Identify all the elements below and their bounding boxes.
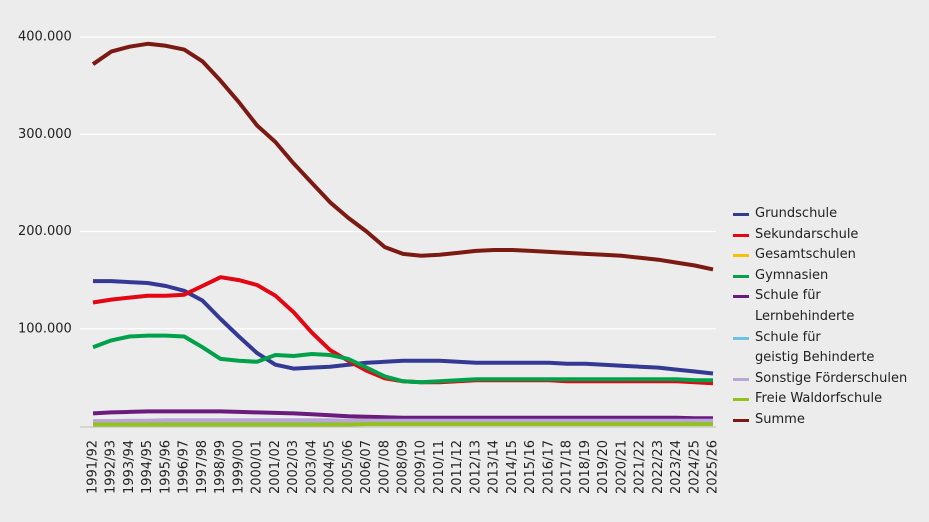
x-tick-label: 1992/93: [104, 440, 119, 494]
x-tick-label: 1997/98: [195, 440, 210, 494]
x-tick-label: 1993/94: [122, 440, 137, 494]
legend-item: Gymnasien: [733, 266, 923, 287]
legend-swatch: [733, 377, 749, 381]
x-tick-label: 2014/15: [505, 440, 520, 494]
x-tick-label: 2001/02: [268, 440, 283, 494]
legend-label: Sekundarschule: [755, 226, 859, 242]
series-line: [91, 41, 714, 272]
series-line: [92, 333, 713, 385]
x-tick-label: 2024/25: [687, 440, 702, 494]
x-tick-label: 2004/05: [323, 440, 338, 494]
legend-item: Schule für Lernbehinderte: [733, 286, 923, 327]
x-tick-label: 2003/04: [304, 440, 319, 494]
y-tick-label: 300.000: [18, 127, 72, 142]
series-line: [93, 279, 714, 376]
x-tick-label: 2025/26: [706, 440, 721, 494]
x-tick-label: 2012/13: [468, 440, 483, 494]
series-line: [92, 409, 713, 421]
x-tick-label: 2006/07: [359, 440, 374, 494]
legend-item: Summe: [733, 410, 923, 431]
legend-swatch: [733, 336, 749, 340]
legend-swatch: [733, 213, 749, 216]
legend-swatch: [733, 254, 749, 258]
legend-item: Schule für geistig Behinderte: [733, 328, 923, 369]
x-tick-label: 2009/10: [414, 440, 429, 494]
legend-swatch: [733, 233, 749, 237]
x-tick-label: 2010/11: [432, 440, 447, 494]
x-tick-label: 2019/20: [596, 440, 611, 494]
x-tick-label: 2008/09: [396, 440, 411, 494]
x-tick-label: 2000/01: [250, 440, 265, 494]
x-tick-label: 2007/08: [377, 440, 392, 494]
series-line: [93, 418, 713, 424]
legend-label: Gymnasien: [755, 267, 829, 283]
y-tick-label: 200.000: [18, 224, 72, 239]
x-tick-label: 1994/95: [140, 440, 155, 494]
legend-item: Gesamtschulen: [733, 245, 923, 266]
x-tick-label: 2002/03: [286, 440, 301, 494]
x-tick-label: 2021/22: [633, 440, 648, 494]
legend-item: Sonstige Förderschulen: [733, 369, 923, 390]
x-tick-label: 1991/92: [86, 440, 101, 494]
legend-label: Sonstige Förderschulen: [755, 370, 908, 386]
x-tick-label: 2016/17: [541, 440, 556, 494]
x-tick-label: 1996/97: [177, 440, 192, 494]
legend-swatch: [733, 398, 749, 402]
legend-item: Grundschule: [733, 204, 923, 225]
y-tick-label: 400.000: [18, 30, 72, 45]
x-tick-label: 2013/14: [487, 440, 502, 494]
legend-label: Schule für geistig Behinderte: [755, 329, 875, 366]
x-tick-label: 2018/19: [578, 440, 593, 494]
x-tick-label: 2005/06: [341, 440, 356, 494]
x-tick-label: 2017/18: [560, 440, 575, 494]
legend-label: Schule für Lernbehinderte: [755, 288, 855, 324]
x-tick-label: 2015/16: [523, 440, 538, 494]
legend-swatch: [733, 418, 749, 422]
legend: Grundschule Sekundarschule Gesamtschulen Gy…: [733, 204, 923, 431]
legend-item: Sekundarschule: [733, 225, 923, 246]
legend-label: Grundschule: [755, 206, 838, 221]
legend-swatch: [733, 274, 749, 278]
x-tick-label: 2023/24: [669, 440, 684, 494]
legend-label: Summe: [755, 411, 805, 427]
x-tick-label: 2011/12: [450, 440, 465, 494]
legend-swatch: [733, 295, 749, 299]
x-tick-label: 1998/99: [213, 440, 228, 494]
x-tick-label: 1999/00: [231, 440, 246, 494]
x-tick-label: 2022/23: [651, 440, 666, 494]
x-tick-label: 2020/21: [614, 440, 629, 494]
legend-label: Gesamtschulen: [755, 247, 856, 263]
legend-label: Freie Waldorfschule: [755, 391, 883, 407]
x-tick-label: 1995/96: [158, 440, 173, 494]
legend-item: Freie Waldorfschule: [733, 389, 923, 410]
y-tick-label: 100.000: [18, 321, 72, 336]
